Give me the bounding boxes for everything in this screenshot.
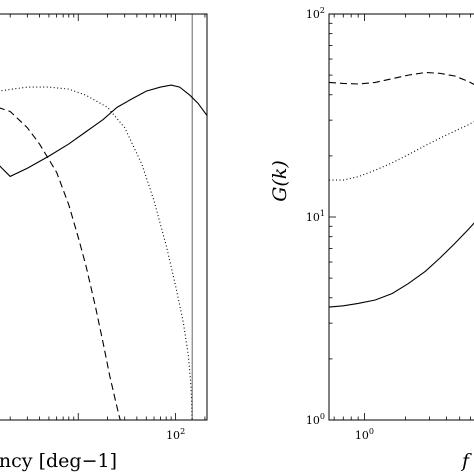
- right-y-tick-label: 101: [306, 209, 325, 224]
- right-y-tick-label-exponent: 2: [320, 6, 325, 15]
- right-y-tick-label: 102: [306, 6, 325, 21]
- right-plot-area: [329, 71, 474, 308]
- left-plot-area: [0, 14, 207, 420]
- right-x-tick-label-base: 10: [355, 429, 369, 442]
- left-ticks: [9, 14, 206, 420]
- right-x-axis-label: f: [460, 450, 472, 472]
- right-series-dotted-line: [329, 121, 474, 181]
- left-axes-frame: [0, 13, 208, 421]
- right-series-dashed-line: [329, 71, 474, 86]
- left-panel: 102 ency [deg−1]: [0, 13, 208, 472]
- left-series-solid-line: [0, 84, 207, 178]
- right-series-solid-line: [329, 222, 474, 308]
- left-x-tick-label-exponent: 2: [180, 427, 185, 436]
- left-x-axis-label: ency [deg−1]: [0, 450, 117, 472]
- left-series-dashed-line: [0, 107, 121, 420]
- right-y-tick-label-base: 10: [306, 414, 320, 427]
- right-axes-frame: [328, 13, 474, 421]
- left-tick-labels: 102: [166, 427, 185, 442]
- right-x-tick-label-exponent: 0: [369, 427, 374, 436]
- right-y-tick-label-base: 10: [306, 8, 320, 21]
- left-x-tick-label-base: 10: [166, 429, 180, 442]
- right-y-axis-label: G(k): [269, 160, 291, 202]
- right-y-tick-label: 100: [306, 412, 325, 427]
- right-y-tick-label-exponent: 0: [320, 412, 325, 421]
- right-ticks: [329, 13, 471, 421]
- right-y-tick-label-base: 10: [306, 211, 320, 224]
- right-x-tick-label: 100: [355, 427, 374, 442]
- left-series-dotted-line: [0, 86, 193, 420]
- left-x-tick-label: 102: [166, 427, 185, 442]
- right-y-tick-label-exponent: 1: [320, 209, 325, 218]
